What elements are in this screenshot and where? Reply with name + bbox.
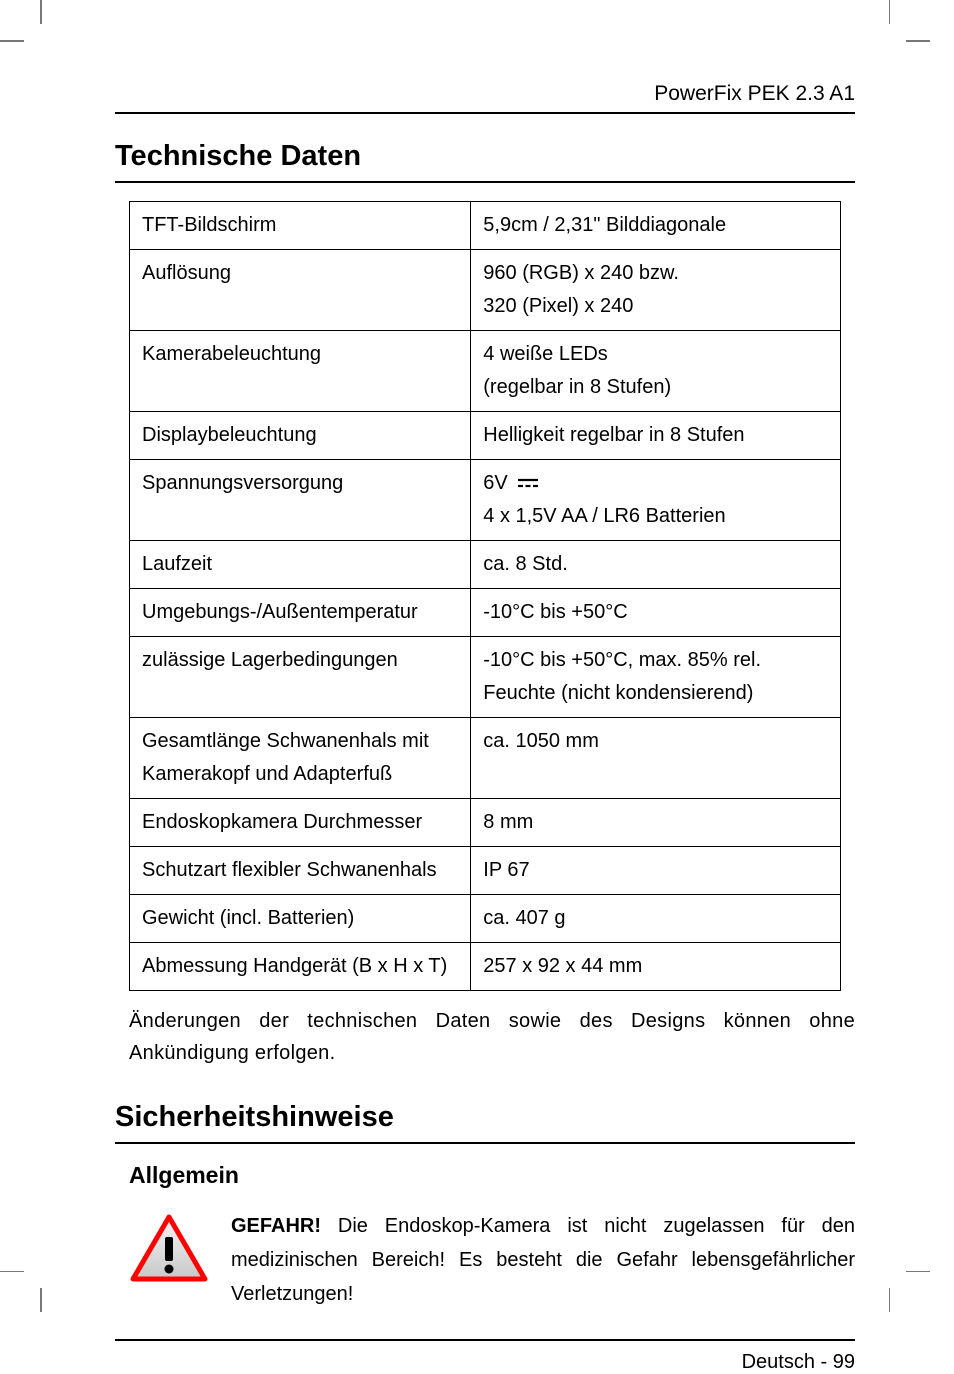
crop-mark (40, 1288, 42, 1312)
spec-value: 8 mm (471, 799, 841, 847)
table-row: Schutzart flexibler SchwanenhalsIP 67 (130, 847, 841, 895)
spec-value: Helligkeit regelbar in 8 Stufen (471, 412, 841, 460)
spec-key: zulässige Lagerbedingungen (130, 637, 471, 718)
spec-value: IP 67 (471, 847, 841, 895)
spec-value: -10°C bis +50°C (471, 589, 841, 637)
crop-mark (889, 1288, 891, 1312)
page-header: PowerFix PEK 2.3 A1 (115, 82, 855, 114)
spec-value: 5,9cm / 2,31" Bilddiagonale (471, 202, 841, 250)
table-row: Gewicht (incl. Batterien)ca. 407 g (130, 895, 841, 943)
section-title-safety: Sicherheitshinweise (115, 1101, 855, 1144)
crop-mark (906, 1271, 930, 1273)
spec-key: Displaybeleuchtung (130, 412, 471, 460)
spec-key: Abmessung Handgerät (B x H x T) (130, 943, 471, 991)
spec-key: Gesamtlänge Schwanenhals mit Kamerakopf … (130, 718, 471, 799)
table-row: Laufzeitca. 8 Std. (130, 541, 841, 589)
crop-mark (0, 1271, 24, 1273)
spec-footnote: Änderungen der technischen Daten sowie d… (129, 1005, 855, 1069)
table-row: Abmessung Handgerät (B x H x T)257 x 92 … (130, 943, 841, 991)
spec-table: TFT-Bildschirm5,9cm / 2,31" Bilddiagonal… (129, 201, 841, 991)
footer-text: Deutsch - 99 (742, 1351, 855, 1373)
table-row: DisplaybeleuchtungHelligkeit regelbar in… (130, 412, 841, 460)
dc-symbol-icon (517, 467, 539, 500)
table-row: Gesamtlänge Schwanenhals mit Kamerakopf … (130, 718, 841, 799)
crop-mark (889, 0, 891, 24)
spec-key: Umgebungs-/Außentemperatur (130, 589, 471, 637)
spec-value: 257 x 92 x 44 mm (471, 943, 841, 991)
table-row: Umgebungs-/Außentemperatur-10°C bis +50°… (130, 589, 841, 637)
spec-key: TFT-Bildschirm (130, 202, 471, 250)
warning-body: Die Endoskop-Kamera ist nicht zugelassen… (231, 1215, 855, 1305)
spec-key: Spannungsversorgung (130, 460, 471, 541)
spec-key: Kamerabeleuchtung (130, 331, 471, 412)
warning-label: GEFAHR! (231, 1215, 321, 1237)
table-row: zulässige Lagerbedingungen-10°C bis +50°… (130, 637, 841, 718)
crop-mark (0, 40, 24, 42)
spec-value: 960 (RGB) x 240 bzw.320 (Pixel) x 240 (471, 250, 841, 331)
spec-value: ca. 8 Std. (471, 541, 841, 589)
spec-key: Endoskopkamera Durchmesser (130, 799, 471, 847)
table-row: TFT-Bildschirm5,9cm / 2,31" Bilddiagonal… (130, 202, 841, 250)
warning-triangle-icon (129, 1209, 209, 1290)
spec-key: Gewicht (incl. Batterien) (130, 895, 471, 943)
product-name: PowerFix PEK 2.3 A1 (654, 82, 855, 105)
spec-value: ca. 1050 mm (471, 718, 841, 799)
table-row: Kamerabeleuchtung4 weiße LEDs(regelbar i… (130, 331, 841, 412)
section-title-spec: Technische Daten (115, 140, 855, 183)
warning-block: GEFAHR! Die Endoskop-Kamera ist nicht zu… (129, 1209, 855, 1311)
spec-value: ca. 407 g (471, 895, 841, 943)
spec-key: Auflösung (130, 250, 471, 331)
spec-key: Schutzart flexibler Schwanenhals (130, 847, 471, 895)
warning-text: GEFAHR! Die Endoskop-Kamera ist nicht zu… (231, 1209, 855, 1311)
spec-value: 4 weiße LEDs(regelbar in 8 Stufen) (471, 331, 841, 412)
table-row: Endoskopkamera Durchmesser8 mm (130, 799, 841, 847)
crop-mark (906, 40, 930, 42)
table-row: Spannungsversorgung6V 4 x 1,5V AA / LR6 … (130, 460, 841, 541)
spec-value: 6V 4 x 1,5V AA / LR6 Batterien (471, 460, 841, 541)
safety-subheading: Allgemein (129, 1162, 855, 1189)
spec-key: Laufzeit (130, 541, 471, 589)
crop-mark (40, 0, 42, 24)
table-row: Auflösung960 (RGB) x 240 bzw.320 (Pixel)… (130, 250, 841, 331)
page-content: PowerFix PEK 2.3 A1 Technische Daten TFT… (115, 82, 855, 1374)
spec-value: -10°C bis +50°C, max. 85% rel. Feuchte (… (471, 637, 841, 718)
page-footer: Deutsch - 99 (115, 1339, 855, 1374)
